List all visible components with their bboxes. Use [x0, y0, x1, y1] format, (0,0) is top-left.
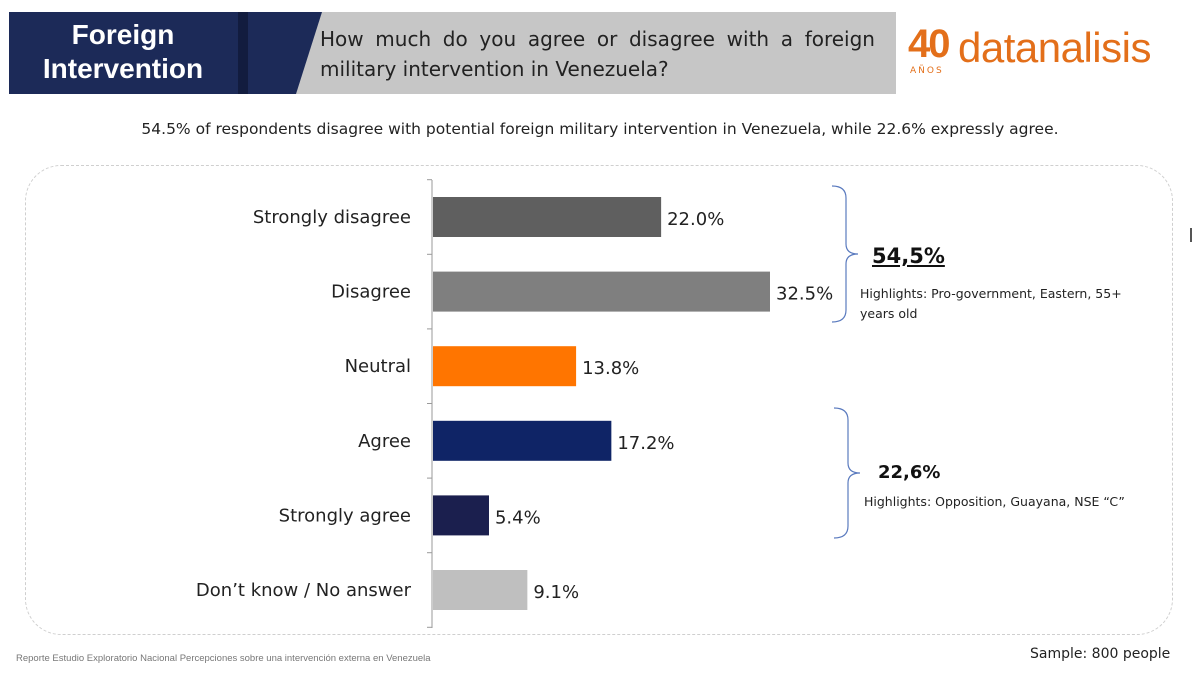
- agree-highlights: Highlights: Opposition, Guayana, NSE “C”: [864, 494, 1125, 509]
- header-wedge: [296, 12, 322, 94]
- agree-total: 22,6%: [878, 462, 941, 483]
- value-label: 22.0%: [667, 209, 724, 230]
- section-title-line2: Intervention: [42, 53, 204, 84]
- section-title-line1: Foreign: [71, 19, 175, 50]
- agree-bracket: [833, 407, 861, 539]
- logo-anos-text: AÑOS: [910, 66, 944, 76]
- bar: [433, 346, 577, 387]
- value-label: 5.4%: [495, 507, 541, 528]
- chart-subtitle: 54.5% of respondents disagree with poten…: [141, 120, 1059, 138]
- footer-source: Reporte Estudio Exploratorio Nacional Pe…: [16, 653, 431, 664]
- disagree-total: 54,5%: [872, 244, 945, 268]
- header-title-block: [9, 12, 312, 94]
- disagree-bracket: [831, 185, 859, 323]
- bar: [433, 495, 489, 536]
- chart-panel: [25, 165, 1173, 635]
- category-label: Strongly agree: [279, 505, 411, 526]
- scrollbar-thumb[interactable]: [1190, 228, 1192, 242]
- category-label: Disagree: [331, 282, 411, 303]
- bar: [433, 271, 770, 312]
- datanalisis-logo: 40 AÑOS datanalisis: [906, 20, 1176, 90]
- survey-question: How much do you agree or disagree with a…: [320, 27, 875, 81]
- category-label: Don’t know / No answer: [196, 580, 412, 601]
- bar: [433, 570, 528, 610]
- disagree-highlights: Highlights: Pro-government, Eastern, 55+…: [860, 286, 1122, 321]
- value-label: 32.5%: [776, 284, 833, 305]
- header-title-divider: [238, 12, 248, 94]
- section-title: Foreign Intervention: [20, 18, 226, 86]
- logo-name: datanalisis: [958, 24, 1151, 71]
- bar: [433, 197, 662, 237]
- logo-anniversary-number: 40: [908, 22, 950, 66]
- value-label: 13.8%: [582, 358, 639, 379]
- category-label: Agree: [358, 431, 411, 452]
- footer-sample-size: Sample: 800 people: [1030, 646, 1171, 662]
- header-question-block: [296, 12, 896, 94]
- value-label: 17.2%: [617, 433, 674, 454]
- bar: [433, 420, 612, 461]
- header: Foreign Intervention How much do you agr…: [0, 0, 1200, 96]
- value-label: 9.1%: [533, 582, 579, 603]
- category-label: Neutral: [345, 356, 411, 377]
- category-label: Strongly disagree: [253, 207, 411, 228]
